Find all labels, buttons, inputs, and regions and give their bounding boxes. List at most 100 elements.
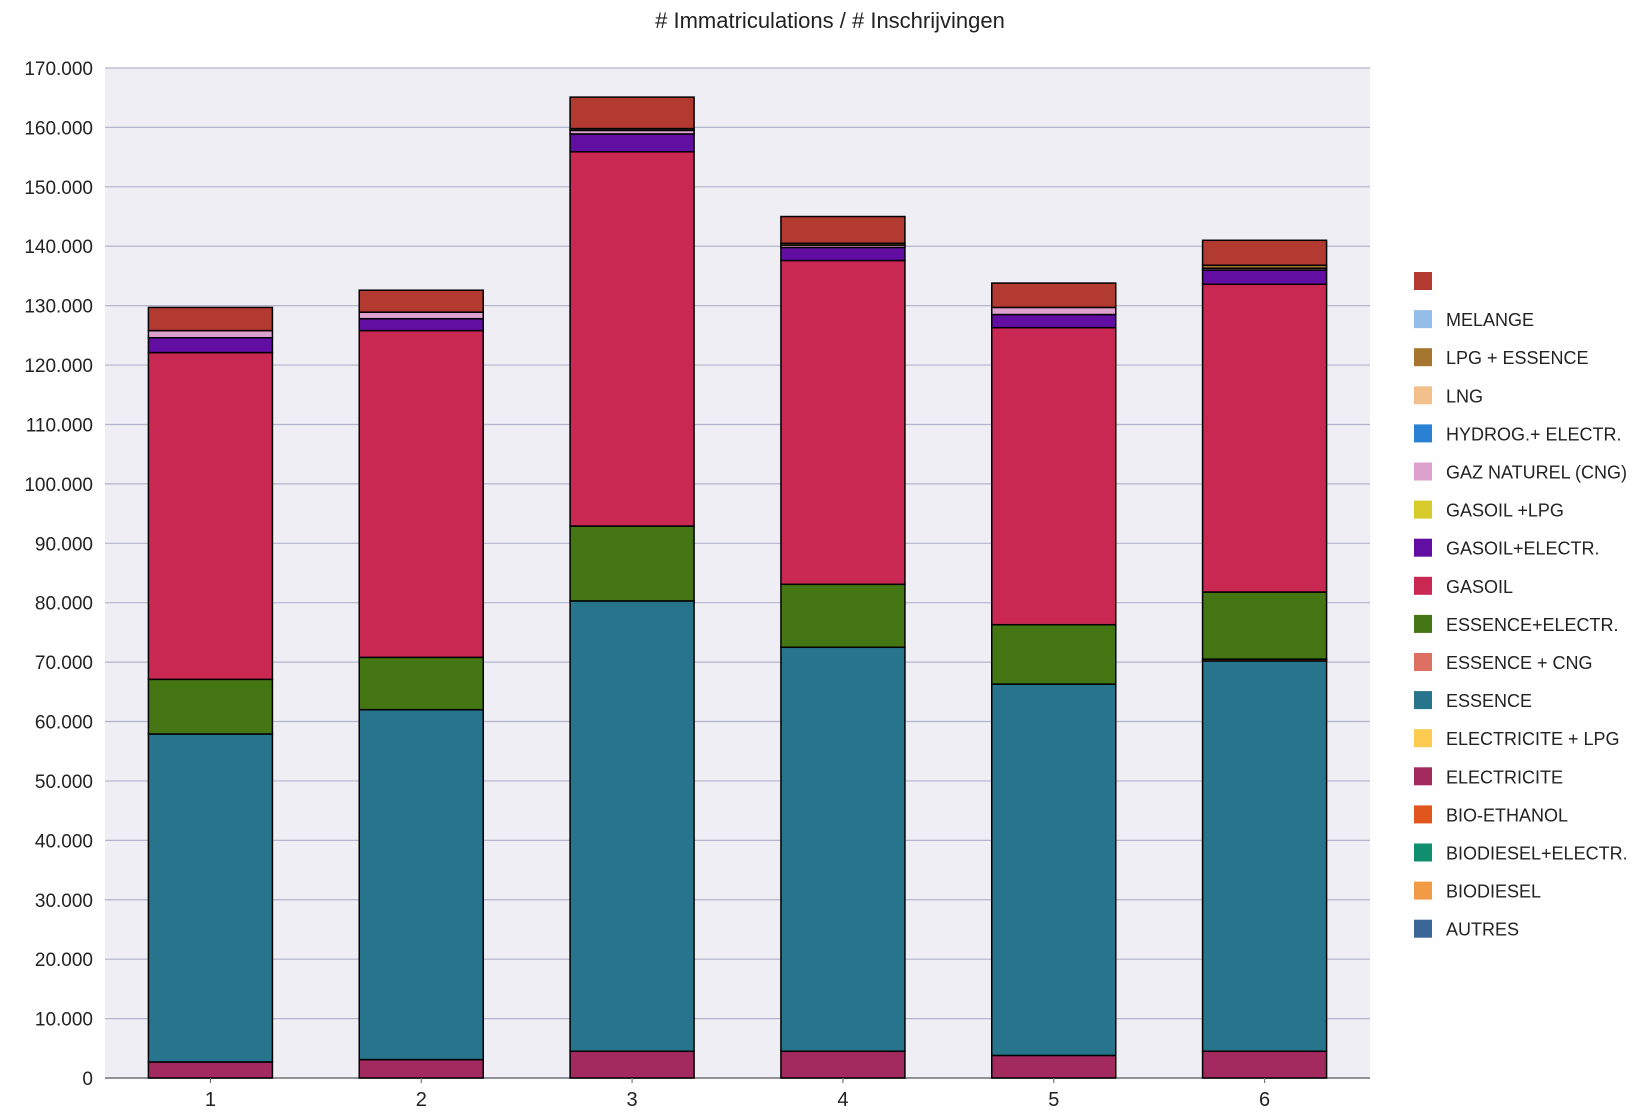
legend-label: GAZ NATUREL (CNG) (1446, 463, 1627, 483)
legend-item: BIODIESEL+ELECTR. (1414, 843, 1628, 864)
legend-label: LNG (1446, 386, 1483, 406)
x-tick-label: 1 (205, 1089, 216, 1111)
legend-item: BIODIESEL (1414, 881, 1541, 902)
bar-segment (780, 215, 906, 245)
legend-item: ELECTRICITE (1414, 767, 1563, 787)
legend-label: ESSENCE (1446, 691, 1532, 711)
bar-stack (358, 289, 484, 1079)
chart-title: # Immatriculations / # Inschrijvingen (655, 8, 1005, 33)
bar-stack (569, 96, 695, 1079)
legend-item: BIO-ETHANOL (1414, 805, 1568, 825)
bar-segment (147, 678, 274, 735)
legend-label: LPG + ESSENCE (1446, 348, 1589, 368)
bar-segment (569, 133, 695, 153)
bar-segment (991, 306, 1117, 316)
bars (147, 96, 1328, 1079)
bar-segment (358, 329, 484, 659)
legend-swatch (1414, 538, 1432, 557)
legend-swatch (1414, 805, 1432, 824)
legend-label: BIO-ETHANOL (1446, 805, 1568, 825)
bar-segment (780, 259, 906, 586)
bar-segment (991, 282, 1117, 309)
y-tick-label: 110.000 (26, 415, 93, 436)
y-tick-label: 130.000 (24, 297, 93, 318)
y-tick-label: 20.000 (35, 950, 93, 971)
bar-segment (780, 583, 906, 649)
legend-swatch (1414, 919, 1432, 938)
legend-swatch (1414, 500, 1432, 519)
bar-segment (780, 246, 906, 262)
y-axis-ticks: 0 10.000 20.000 30.000 40.000 50.000 60.000 70.… (24, 59, 93, 1090)
legend-label: ESSENCE + CNG (1446, 653, 1593, 673)
legend-item: ESSENCE + CNG (1414, 653, 1593, 673)
y-tick-label: 70.000 (35, 653, 93, 674)
legend-label: ELECTRICITE (1446, 767, 1563, 787)
x-tick-label: 6 (1259, 1089, 1270, 1111)
legend-swatch (1414, 653, 1432, 671)
legend-label: GASOIL +LPG (1446, 501, 1564, 521)
legend-swatch (1414, 348, 1432, 367)
legend-item: GASOIL +LPG (1414, 501, 1564, 521)
legend-swatch (1414, 691, 1432, 710)
bar-stack (147, 306, 274, 1079)
bar-segment (147, 1061, 274, 1079)
legend-swatch (1414, 614, 1432, 633)
y-tick-label: 160.000 (24, 118, 93, 139)
bar-segment (147, 351, 274, 681)
legend-item (1414, 272, 1432, 290)
bar-stack (1201, 239, 1328, 1079)
bar-stack (991, 282, 1117, 1079)
bar-segment (780, 1050, 906, 1079)
legend-label: BIODIESEL+ELECTR. (1446, 844, 1628, 864)
legend-swatch (1414, 310, 1432, 329)
legend-label: AUTRES (1446, 920, 1519, 940)
bar-segment (569, 1050, 695, 1079)
legend-swatch (1414, 576, 1432, 595)
bar-segment (569, 525, 695, 602)
x-tick-label: 2 (416, 1089, 427, 1111)
bar-segment (991, 683, 1117, 1057)
legend-item: ESSENCE+ELECTR. (1414, 614, 1619, 635)
legend-swatch (1414, 272, 1432, 290)
legend: MELANGE LPG + ESSENCE LNG HYDROG.+ ELECTR. G… (1414, 272, 1628, 940)
legend-item: GASOIL+ELECTR. (1414, 538, 1600, 559)
x-tick-label: 5 (1048, 1089, 1059, 1111)
bar-segment (147, 733, 274, 1063)
bar-segment (358, 708, 484, 1061)
x-axis-ticks: 1 2 3 4 5 6 (205, 1078, 1270, 1111)
legend-item: HYDROG.+ ELECTR. (1414, 424, 1622, 444)
legend-label: HYDROG.+ ELECTR. (1446, 424, 1622, 444)
grid-lines (105, 67, 1370, 1079)
plot-area (105, 68, 1370, 1078)
y-tick-label: 90.000 (35, 534, 93, 555)
legend-item: LPG + ESSENCE (1414, 348, 1589, 368)
legend-item: LNG (1414, 386, 1483, 406)
legend-item: GAZ NATUREL (CNG) (1414, 462, 1627, 483)
y-tick-label: 170.000 (24, 59, 93, 80)
legend-label: GASOIL (1446, 577, 1513, 597)
legend-item: AUTRES (1414, 919, 1519, 940)
y-tick-label: 0 (82, 1069, 93, 1090)
x-tick-label: 3 (627, 1089, 638, 1111)
legend-item: GASOIL (1414, 576, 1513, 597)
legend-swatch (1414, 424, 1432, 443)
bar-segment (780, 646, 906, 1053)
bar-segment (1201, 283, 1328, 593)
y-tick-label: 120.000 (24, 356, 93, 377)
legend-swatch (1414, 729, 1432, 748)
bar-segment (358, 317, 484, 332)
legend-label: MELANGE (1446, 310, 1534, 330)
bar-segment (358, 289, 484, 313)
legend-swatch (1414, 843, 1432, 862)
legend-item: ELECTRICITE + LPG (1414, 729, 1620, 749)
x-tick-label: 4 (837, 1089, 848, 1111)
legend-label: BIODIESEL (1446, 882, 1541, 902)
bar-segment (1201, 660, 1328, 1053)
bar-segment (569, 600, 695, 1053)
bar-segment (991, 1054, 1117, 1079)
legend-item: ESSENCE (1414, 691, 1532, 711)
legend-item: MELANGE (1414, 310, 1534, 330)
legend-swatch (1414, 386, 1432, 405)
